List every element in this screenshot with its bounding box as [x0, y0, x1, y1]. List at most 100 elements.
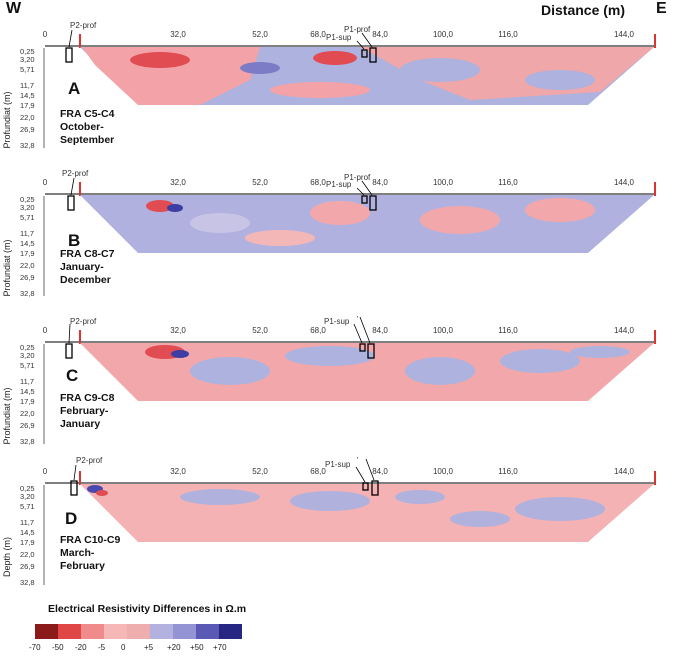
- depth-tick: 17,9: [20, 397, 35, 406]
- legend-swatch: [35, 624, 58, 639]
- x-tick: 52,0: [252, 467, 268, 476]
- p1-sup-marker-label: P1-sup: [326, 33, 352, 42]
- x-tick: 116,0: [498, 326, 518, 335]
- panel-letter: B: [68, 231, 81, 250]
- section-svg-d: 0 32,0 52,0 68,0 84,0 100,0 116,0 144,0 …: [2, 457, 656, 587]
- p1-sup-marker-label: P1-sup: [326, 180, 352, 189]
- depth-tick: 14,5: [20, 387, 35, 396]
- depth-tick: 3,20: [20, 492, 35, 501]
- panel-letter: A: [68, 79, 81, 98]
- depth-tick: 22,0: [20, 409, 35, 418]
- depth-axis-label: Profundiat (m): [2, 91, 12, 148]
- depth-tick: 0,25: [20, 47, 35, 56]
- x-tick: 84,0: [372, 326, 388, 335]
- legend-swatch: [173, 624, 196, 639]
- x-tick: 52,0: [252, 30, 268, 39]
- x-tick: 144,0: [614, 178, 635, 187]
- x-tick: 0: [43, 326, 48, 335]
- depth-tick: 11,7: [20, 377, 34, 386]
- panel-caption: FRA C5-C4 October- September: [60, 108, 115, 146]
- legend-swatch: [219, 624, 242, 639]
- p2-marker-label: P2-prof: [76, 457, 103, 465]
- section-svg-c: 0 32,0 52,0 68,0 84,0 100,0 116,0 144,0 …: [2, 316, 656, 446]
- legend-value-label: +5: [144, 643, 154, 652]
- depth-tick: 3,20: [20, 55, 35, 64]
- x-tick: 52,0: [252, 178, 268, 187]
- p2-marker-label: P2-prof: [70, 317, 97, 326]
- depth-tick: 3,20: [20, 351, 35, 360]
- depth-tick: 26,9: [20, 125, 35, 134]
- depth-tick: 32,8: [20, 289, 35, 298]
- p2-marker-label: P2-prof: [62, 169, 89, 178]
- x-tick: 100,0: [433, 467, 454, 476]
- depth-tick: 11,7: [20, 81, 34, 90]
- x-tick: 68,0: [310, 178, 326, 187]
- x-tick: 0: [43, 178, 48, 187]
- depth-axis-label: Profundiat (m): [2, 387, 12, 444]
- section-panel-d: 0 32,0 52,0 68,0 84,0 100,0 116,0 144,0 …: [0, 457, 685, 607]
- legend-value-label: +20: [167, 643, 181, 652]
- depth-tick: 32,8: [20, 141, 35, 150]
- x-tick: 32,0: [170, 178, 186, 187]
- legend-swatch: [196, 624, 219, 639]
- x-tick: 116,0: [498, 467, 518, 476]
- depth-tick: 14,5: [20, 528, 35, 537]
- legend-value-label: 0: [121, 643, 126, 652]
- east-label: E: [656, 0, 667, 17]
- depth-tick: 3,20: [20, 203, 35, 212]
- depth-axis-label: Profundiat (m): [2, 239, 12, 296]
- depth-tick: 17,9: [20, 538, 35, 547]
- x-tick: 68,0: [310, 467, 326, 476]
- p1-prof-marker-label: P1-prof: [344, 457, 371, 459]
- legend-value-label: -5: [98, 643, 106, 652]
- x-tick: 100,0: [433, 178, 454, 187]
- panel-letter: D: [65, 509, 78, 528]
- section-panel-c: 0 32,0 52,0 68,0 84,0 100,0 116,0 144,0 …: [0, 316, 685, 466]
- section-svg-a: 0 32,0 52,0 68,0 84,0 100,0 116,0 144,0 …: [2, 21, 656, 150]
- panel-caption: FRA C8-C7 January- December: [60, 248, 115, 286]
- depth-tick: 17,9: [20, 249, 35, 258]
- depth-tick: 5,71: [20, 502, 35, 511]
- x-tick: 100,0: [433, 326, 454, 335]
- x-tick: 68,0: [310, 30, 326, 39]
- x-tick: 0: [43, 467, 48, 476]
- depth-axis-label: Depth (m): [2, 537, 12, 577]
- legend-swatch: [58, 624, 81, 639]
- depth-tick: 5,71: [20, 213, 35, 222]
- x-tick: 68,0: [310, 326, 326, 335]
- legend-value-label: -50: [52, 643, 64, 652]
- depth-tick: 0,25: [20, 343, 35, 352]
- depth-tick: 22,0: [20, 113, 35, 122]
- depth-tick: 26,9: [20, 273, 35, 282]
- color-legend: -70 -50 -20 -5 0 +5 +20 +50 +70: [29, 624, 255, 656]
- x-tick: 84,0: [372, 30, 388, 39]
- depth-tick: 17,9: [20, 101, 35, 110]
- depth-tick: 32,8: [20, 437, 35, 446]
- depth-tick: 26,9: [20, 562, 35, 571]
- p2-marker-label: P2-prof: [70, 21, 97, 30]
- depth-tick: 32,8: [20, 578, 35, 587]
- legend-value-label: +50: [190, 643, 204, 652]
- x-tick: 144,0: [614, 30, 635, 39]
- x-tick: 116,0: [498, 178, 518, 187]
- p1-prof-marker-label: P1-prof: [344, 316, 371, 318]
- section-panel-b: 0 32,0 52,0 68,0 84,0 100,0 116,0 144,0 …: [0, 168, 685, 318]
- depth-tick: 5,71: [20, 65, 35, 74]
- panel-caption: FRA C10-C9 March- February: [60, 534, 121, 572]
- west-label: W: [6, 0, 22, 17]
- depth-tick: 22,0: [20, 261, 35, 270]
- legend-swatch: [81, 624, 104, 639]
- p1-sup-marker-label: P1-sup: [324, 317, 350, 326]
- legend-swatch: [127, 624, 150, 639]
- legend-title: Electrical Resistivity Differences in Ω.…: [48, 603, 247, 615]
- legend-value-label: -70: [29, 643, 41, 652]
- legend-swatch: [150, 624, 173, 639]
- depth-tick: 0,25: [20, 484, 35, 493]
- x-tick: 144,0: [614, 326, 635, 335]
- p1-sup-marker-label: P1-sup: [325, 460, 351, 469]
- section-panel-a: 0 32,0 52,0 68,0 84,0 100,0 116,0 144,0 …: [0, 20, 685, 170]
- p1-prof-marker-label: P1-prof: [344, 173, 371, 182]
- depth-tick: 5,71: [20, 361, 35, 370]
- x-tick: 0: [43, 30, 48, 39]
- x-tick: 32,0: [170, 30, 186, 39]
